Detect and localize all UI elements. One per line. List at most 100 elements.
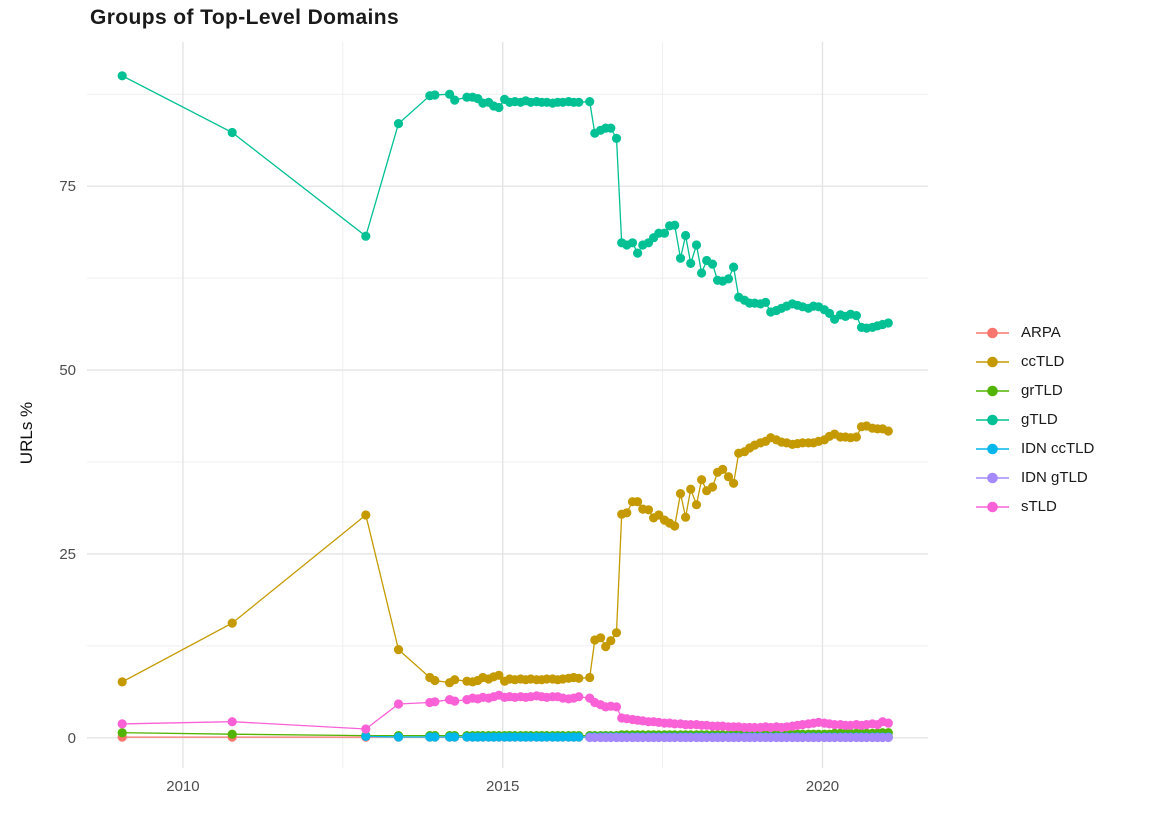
data-point-cctld [117, 677, 127, 687]
data-point-gtld [393, 119, 404, 129]
legend-item-arpa: ARPA [976, 318, 1094, 347]
data-point-cctld [450, 675, 460, 685]
data-point-gtld [681, 230, 691, 241]
data-point-cctld [643, 505, 654, 515]
data-point-idn-cctld [430, 732, 440, 742]
data-point-gtld [697, 268, 707, 278]
data-point-gtld [675, 253, 686, 263]
data-point-stld [227, 717, 237, 727]
data-point-gtld [627, 238, 638, 248]
series-line-gtld [121, 75, 889, 329]
legend-label-gtld: gTLD [1021, 411, 1058, 428]
data-point-gtld [659, 228, 670, 238]
data-point-cctld [723, 472, 734, 482]
data-point-cctld [691, 500, 702, 510]
x-tick-label: 2020 [806, 778, 839, 795]
legend-key-icon [976, 472, 1009, 483]
data-point-gtld [585, 97, 595, 107]
data-point-idn-cctld [361, 731, 371, 742]
data-point-gtld [361, 231, 371, 241]
data-point-cctld [729, 478, 739, 488]
data-point-gtld [729, 262, 739, 272]
legend-key-dot [987, 385, 998, 396]
legend-key-dot [987, 414, 998, 425]
legend-key-dot [987, 327, 998, 338]
data-point-cctld [883, 426, 893, 436]
data-point-cctld [681, 512, 691, 522]
data-point-gtld [851, 311, 862, 321]
data-point-cctld [686, 484, 696, 494]
legend-key-icon [976, 385, 1009, 396]
data-point-cctld [494, 670, 504, 680]
y-tick-label: 50 [59, 362, 76, 379]
data-point-cctld [670, 521, 680, 531]
legend-key-dot [987, 501, 998, 512]
data-point-cctld [361, 510, 371, 520]
data-point-cctld [585, 672, 595, 683]
data-point-grtld [227, 729, 237, 739]
data-point-gtld [227, 127, 237, 138]
data-point-cctld [596, 633, 606, 643]
data-point-gtld [611, 133, 622, 143]
data-point-gtld [606, 123, 616, 133]
data-point-cctld [606, 636, 616, 646]
legend-item-idn-gtld: IDN gTLD [976, 463, 1094, 492]
data-point-idn-gtld [883, 732, 893, 743]
data-point-gtld [723, 274, 734, 284]
legend-key-icon [976, 327, 1009, 338]
data-point-gtld [761, 297, 771, 307]
legend-key-dot [987, 356, 998, 367]
data-point-gtld [450, 95, 460, 105]
data-point-idn-cctld [574, 732, 584, 742]
data-point-gtld [691, 240, 702, 250]
data-point-cctld [227, 618, 237, 628]
data-point-stld [883, 718, 893, 728]
legend-item-idn-cctld: IDN ccTLD [976, 434, 1094, 463]
data-point-stld [574, 692, 584, 702]
legend-label-arpa: ARPA [1021, 324, 1061, 341]
data-point-gtld [430, 90, 440, 100]
data-point-idn-cctld [450, 732, 460, 742]
data-point-cctld [718, 464, 728, 474]
data-point-gtld [574, 97, 584, 107]
legend-key-icon [976, 501, 1009, 512]
legend-item-gtld: gTLD [976, 405, 1094, 434]
legend-key-dot [987, 472, 998, 483]
data-point-cctld [622, 508, 632, 518]
data-point-cctld [697, 475, 707, 485]
data-point-gtld [707, 259, 718, 269]
y-tick-label: 0 [68, 730, 76, 747]
legend-item-stld: sTLD [976, 492, 1094, 521]
data-point-cctld [611, 628, 622, 638]
legend-key-icon [976, 356, 1009, 367]
legend-key-icon [976, 443, 1009, 454]
data-point-stld [393, 699, 404, 709]
data-point-gtld [883, 318, 893, 328]
data-point-gtld [670, 220, 680, 230]
legend-label-grtld: grTLD [1021, 382, 1063, 399]
data-point-cctld [707, 482, 718, 492]
y-tick-label: 25 [59, 546, 76, 563]
legend-label-idn-gtld: IDN gTLD [1021, 469, 1088, 486]
legend-item-cctld: ccTLD [976, 347, 1094, 376]
data-point-stld [117, 719, 127, 729]
data-point-stld [450, 696, 460, 706]
data-point-cctld [675, 489, 686, 499]
data-point-cctld [393, 645, 404, 655]
legend-label-stld: sTLD [1021, 498, 1057, 515]
chart-title: Groups of Top-Level Domains [90, 6, 400, 29]
data-point-cctld [633, 497, 643, 507]
data-point-stld [430, 697, 440, 707]
legend-label-idn-cctld: IDN ccTLD [1021, 440, 1095, 457]
legend-item-grtld: grTLD [976, 376, 1094, 405]
data-point-gtld [117, 71, 127, 81]
data-point-cctld [430, 675, 440, 686]
data-point-cctld [574, 673, 584, 683]
data-point-stld [361, 724, 371, 734]
legend: ARPA ccTLD grTLD gTLD IDN ccTLD IDN gTLD sTLD [976, 318, 1094, 521]
data-point-idn-cctld [393, 732, 404, 742]
x-tick-label: 2010 [166, 778, 199, 795]
data-point-cctld [851, 432, 862, 442]
data-point-gtld [494, 102, 504, 113]
